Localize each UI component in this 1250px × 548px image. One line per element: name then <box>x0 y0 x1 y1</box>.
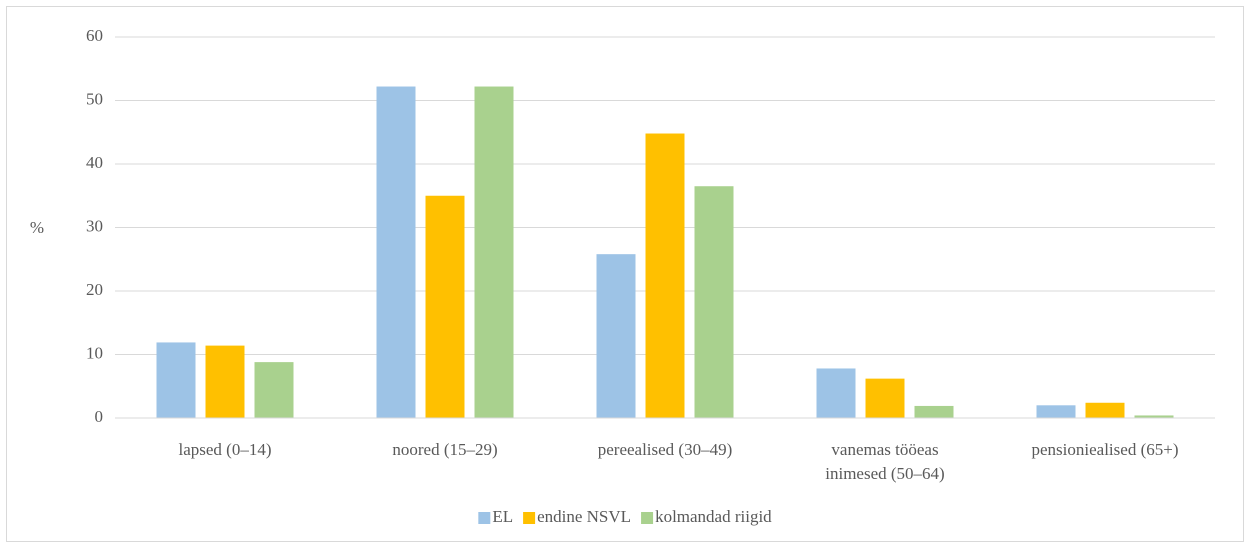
bar <box>914 405 954 418</box>
legend-label: kolmandad riigid <box>655 507 772 526</box>
bar <box>205 345 245 418</box>
y-tick-label: 0 <box>95 407 104 426</box>
x-tick-label: pensioniealised (65+) <box>1031 440 1179 459</box>
bar <box>1036 405 1076 418</box>
bar <box>1134 415 1174 418</box>
legend: EL endine NSVL kolmandad riigid <box>478 507 772 526</box>
bar <box>816 368 856 418</box>
bar <box>1085 402 1125 418</box>
bar <box>694 186 734 418</box>
y-tick-label: 60 <box>86 26 103 45</box>
x-tick-label: pereealised (30–49) <box>597 440 733 459</box>
bar <box>474 86 514 418</box>
bar <box>645 133 685 418</box>
legend-label: endine NSVL <box>537 507 631 526</box>
x-tick-label: vanemas tööeas inimesed (50–64) <box>825 440 945 483</box>
legend-label: EL <box>492 507 513 526</box>
x-tick-label: lapsed (0–14) <box>178 440 272 459</box>
bar <box>596 254 636 418</box>
bar <box>425 195 465 418</box>
bar <box>156 342 196 418</box>
legend-swatch <box>641 512 654 524</box>
y-tick-label: 40 <box>86 153 103 172</box>
bar <box>254 362 294 418</box>
y-tick-label: 10 <box>86 343 103 362</box>
legend-swatch <box>523 512 536 524</box>
bar <box>865 378 905 418</box>
y-tick-label: 50 <box>86 89 103 108</box>
legend-swatch <box>478 512 491 524</box>
x-tick-label: noored (15–29) <box>392 440 498 459</box>
y-tick-label: 30 <box>86 216 103 235</box>
bar <box>376 86 416 418</box>
y-tick-label: 20 <box>86 280 103 299</box>
y-axis-label: % <box>30 218 44 237</box>
